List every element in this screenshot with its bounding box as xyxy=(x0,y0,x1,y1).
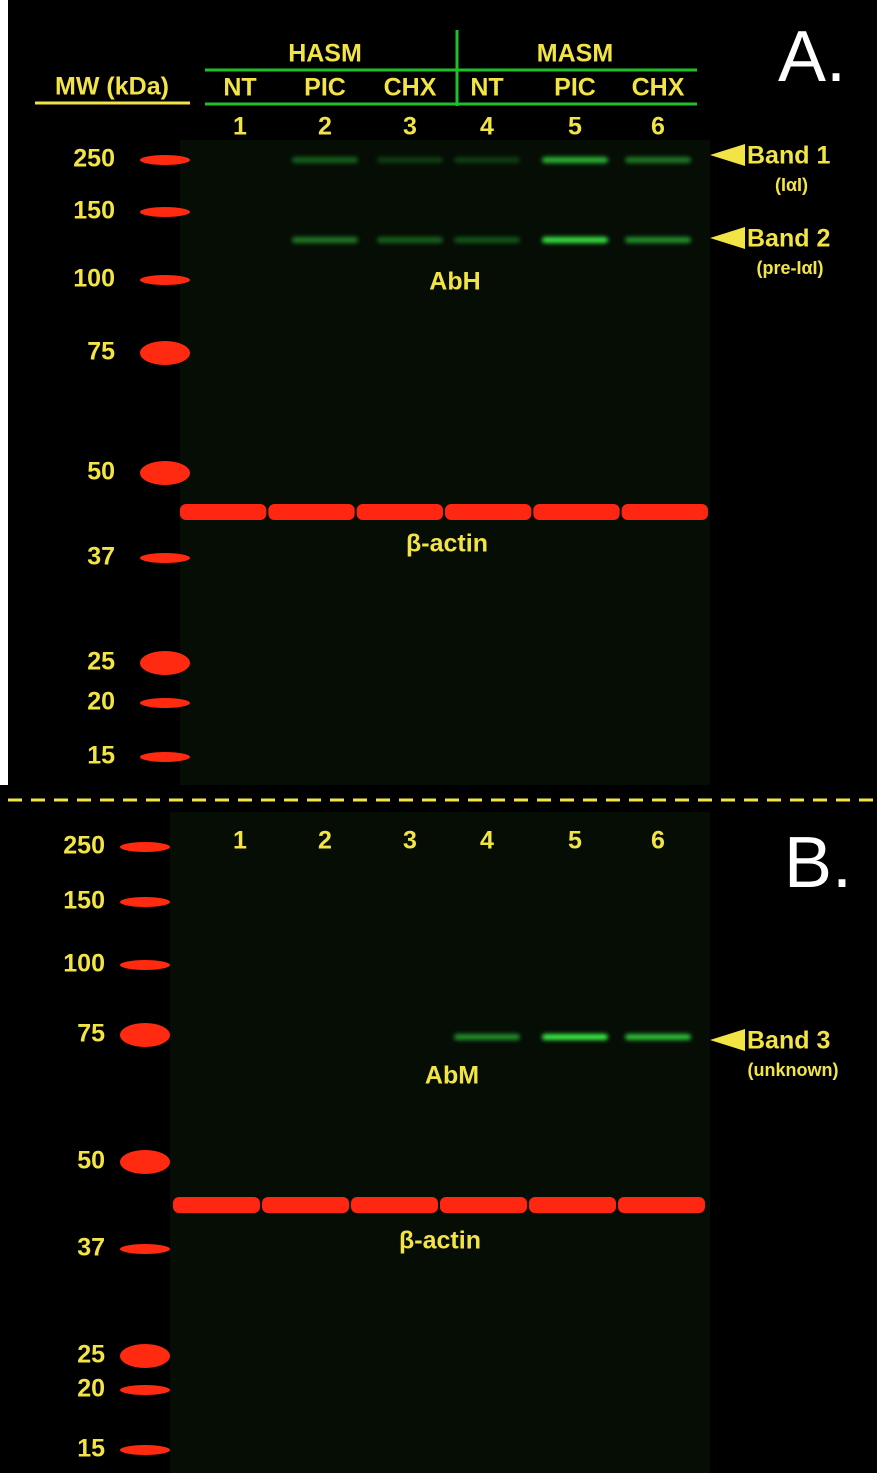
mw-label: 20 xyxy=(77,1375,105,1403)
condition: CHX xyxy=(384,74,437,102)
mw-label: 15 xyxy=(87,742,115,770)
ladder-band xyxy=(140,651,190,675)
green-band xyxy=(454,1034,520,1040)
ladder-band xyxy=(140,207,190,217)
ladder-band xyxy=(120,842,170,852)
blot-a xyxy=(180,140,710,785)
ladder-band xyxy=(140,155,190,165)
group-label: HASM xyxy=(288,40,362,68)
green-band xyxy=(625,237,691,243)
mw-label: 75 xyxy=(77,1020,105,1048)
band-name: Band 2 xyxy=(747,225,830,253)
condition: NT xyxy=(470,74,503,102)
green-band xyxy=(454,157,520,163)
condition: PIC xyxy=(304,74,346,102)
actin-band xyxy=(262,1197,349,1213)
lane-number: 5 xyxy=(568,827,582,855)
ladder-band xyxy=(140,752,190,762)
border xyxy=(0,0,8,785)
ladder-band xyxy=(140,698,190,708)
ladder-band xyxy=(120,1445,170,1455)
mw-label: 250 xyxy=(63,832,105,860)
actin-band xyxy=(268,504,354,520)
antibody: AbM xyxy=(425,1062,479,1090)
lane-number: 2 xyxy=(318,113,332,141)
green-band xyxy=(454,237,520,243)
mw-label: 100 xyxy=(73,265,115,293)
antibody: AbH xyxy=(429,268,480,296)
ladder-band xyxy=(140,341,190,365)
green-band xyxy=(542,157,608,163)
ladder-band xyxy=(140,275,190,285)
condition: PIC xyxy=(554,74,596,102)
actin-band xyxy=(440,1197,527,1213)
actin-band xyxy=(173,1197,260,1213)
band-name: Band 1 xyxy=(747,142,830,170)
lane-number: 2 xyxy=(318,827,332,855)
lane-number: 1 xyxy=(233,827,247,855)
lane-number: 3 xyxy=(403,113,417,141)
green-band xyxy=(542,1034,608,1040)
green-band xyxy=(377,237,443,243)
lane-number: 5 xyxy=(568,113,582,141)
panel-label: B. xyxy=(784,823,852,903)
panel-label: A. xyxy=(778,17,846,97)
actin-band xyxy=(351,1197,438,1213)
ladder-band xyxy=(120,1344,170,1368)
band-note: (IαI) xyxy=(775,175,808,195)
mw-label: 150 xyxy=(63,887,105,915)
green-band xyxy=(292,157,358,163)
condition: NT xyxy=(223,74,256,102)
mw-label: 20 xyxy=(87,688,115,716)
lane-number: 1 xyxy=(233,113,247,141)
ladder-band xyxy=(140,461,190,485)
mw-label: 50 xyxy=(87,458,115,486)
ladder-band xyxy=(120,1150,170,1174)
actin-band xyxy=(618,1197,705,1213)
loading-control: β-actin xyxy=(399,1227,481,1255)
actin-band xyxy=(180,504,266,520)
ladder-band xyxy=(120,897,170,907)
blot-b xyxy=(170,812,710,1473)
green-band xyxy=(542,237,608,243)
band-name: Band 3 xyxy=(747,1027,830,1055)
mw-label: 150 xyxy=(73,197,115,225)
mw-label: 50 xyxy=(77,1147,105,1175)
green-band xyxy=(292,237,358,243)
lane-number: 3 xyxy=(403,827,417,855)
mw-label: 25 xyxy=(87,648,115,676)
actin-band xyxy=(533,504,619,520)
lane-number: 6 xyxy=(651,113,665,141)
mw-label: 100 xyxy=(63,950,105,978)
ladder-band xyxy=(120,1023,170,1047)
band-note: (unknown) xyxy=(748,1060,839,1080)
mw-label: 37 xyxy=(77,1234,105,1262)
condition: CHX xyxy=(632,74,685,102)
actin-band xyxy=(357,504,443,520)
mw-label: 75 xyxy=(87,338,115,366)
loading-control: β-actin xyxy=(406,530,488,558)
mw-label: 37 xyxy=(87,543,115,571)
mw-label: 250 xyxy=(73,145,115,173)
green-band xyxy=(625,1034,691,1040)
mw-label: 15 xyxy=(77,1435,105,1463)
ladder-band xyxy=(140,553,190,563)
group-label: MASM xyxy=(537,40,613,68)
western-blot-figure: A.123456250150100755037252015β-actinAbHB… xyxy=(0,0,877,1473)
mw-header: MW (kDa) xyxy=(55,73,169,101)
actin-band xyxy=(445,504,531,520)
ladder-band xyxy=(120,960,170,970)
lane-number: 6 xyxy=(651,827,665,855)
lane-number: 4 xyxy=(480,113,494,141)
mw-label: 25 xyxy=(77,1341,105,1369)
ladder-band xyxy=(120,1385,170,1395)
actin-band xyxy=(622,504,708,520)
green-band xyxy=(625,157,691,163)
band-note: (pre-IαI) xyxy=(756,258,823,278)
ladder-band xyxy=(120,1244,170,1254)
actin-band xyxy=(529,1197,616,1213)
lane-number: 4 xyxy=(480,827,494,855)
green-band xyxy=(377,157,443,163)
